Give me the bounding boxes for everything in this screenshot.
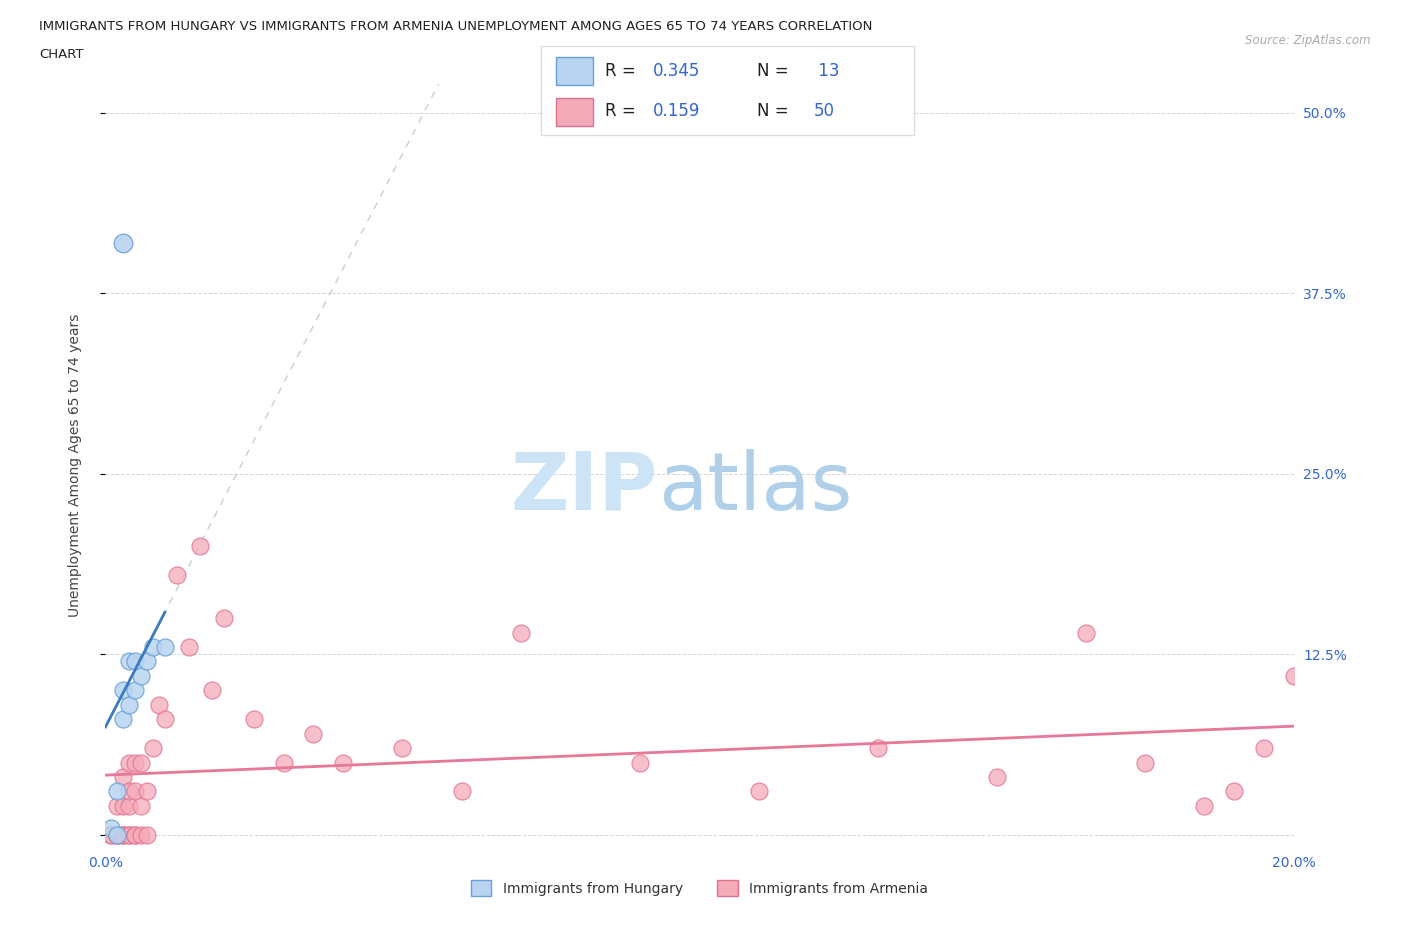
Point [177, 640, 200, 655]
Point [153, 640, 176, 655]
Point [190, 538, 212, 553]
Text: 0.159: 0.159 [652, 102, 700, 120]
Bar [557, 98, 593, 126]
Point [201, 683, 224, 698]
Point [748, 784, 770, 799]
Point [332, 755, 354, 770]
Point [510, 625, 533, 640]
Point [124, 828, 146, 843]
Text: 50: 50 [813, 102, 834, 120]
Point [1074, 625, 1097, 640]
Point [302, 726, 325, 741]
Point [105, 799, 128, 814]
Point [112, 235, 135, 250]
Point [148, 698, 170, 712]
Point [105, 828, 128, 843]
Point [1133, 755, 1156, 770]
Point [391, 740, 413, 755]
Point [105, 828, 128, 843]
Point [124, 683, 146, 698]
Point [100, 828, 122, 843]
Point [112, 828, 135, 843]
Legend: Immigrants from Hungary, Immigrants from Armenia: Immigrants from Hungary, Immigrants from… [465, 875, 934, 902]
Text: 0.345: 0.345 [652, 62, 700, 80]
Point [450, 784, 472, 799]
Text: R =: R = [605, 102, 645, 120]
Point [112, 828, 135, 843]
Text: N =: N = [758, 62, 794, 80]
Point [105, 784, 128, 799]
Point [118, 828, 141, 843]
Point [118, 784, 141, 799]
Point [243, 711, 266, 726]
Point [136, 828, 159, 843]
Point [112, 799, 135, 814]
Text: IMMIGRANTS FROM HUNGARY VS IMMIGRANTS FROM ARMENIA UNEMPLOYMENT AMONG AGES 65 TO: IMMIGRANTS FROM HUNGARY VS IMMIGRANTS FR… [39, 20, 873, 33]
Point [105, 828, 128, 843]
Point [1194, 799, 1216, 814]
Point [986, 769, 1008, 784]
Point [129, 799, 152, 814]
Point [166, 567, 188, 582]
Point [129, 755, 152, 770]
Point [1253, 740, 1275, 755]
Point [129, 669, 152, 684]
Text: Source: ZipAtlas.com: Source: ZipAtlas.com [1246, 34, 1371, 47]
Point [153, 711, 176, 726]
Point [866, 740, 889, 755]
Text: N =: N = [758, 102, 794, 120]
Point [273, 755, 295, 770]
Text: 13: 13 [813, 62, 839, 80]
Point [628, 755, 651, 770]
Point [100, 820, 122, 835]
Y-axis label: Unemployment Among Ages 65 to 74 years: Unemployment Among Ages 65 to 74 years [67, 313, 82, 617]
Text: ZIP: ZIP [510, 449, 658, 527]
Point [142, 740, 165, 755]
Point [118, 654, 141, 669]
Point [112, 683, 135, 698]
Text: atlas: atlas [658, 449, 852, 527]
Point [118, 799, 141, 814]
Text: CHART: CHART [39, 48, 84, 61]
Point [118, 755, 141, 770]
Point [124, 654, 146, 669]
Point [129, 828, 152, 843]
Point [124, 828, 146, 843]
Point [136, 654, 159, 669]
Point [118, 698, 141, 712]
Text: R =: R = [605, 62, 641, 80]
Point [1282, 669, 1305, 684]
Point [214, 611, 236, 626]
Point [1223, 784, 1246, 799]
Point [124, 784, 146, 799]
Point [142, 640, 165, 655]
Point [105, 828, 128, 843]
Point [112, 769, 135, 784]
Bar [557, 57, 593, 86]
Point [112, 711, 135, 726]
Point [124, 755, 146, 770]
Point [118, 828, 141, 843]
Point [112, 828, 135, 843]
Point [100, 828, 122, 843]
Point [136, 784, 159, 799]
